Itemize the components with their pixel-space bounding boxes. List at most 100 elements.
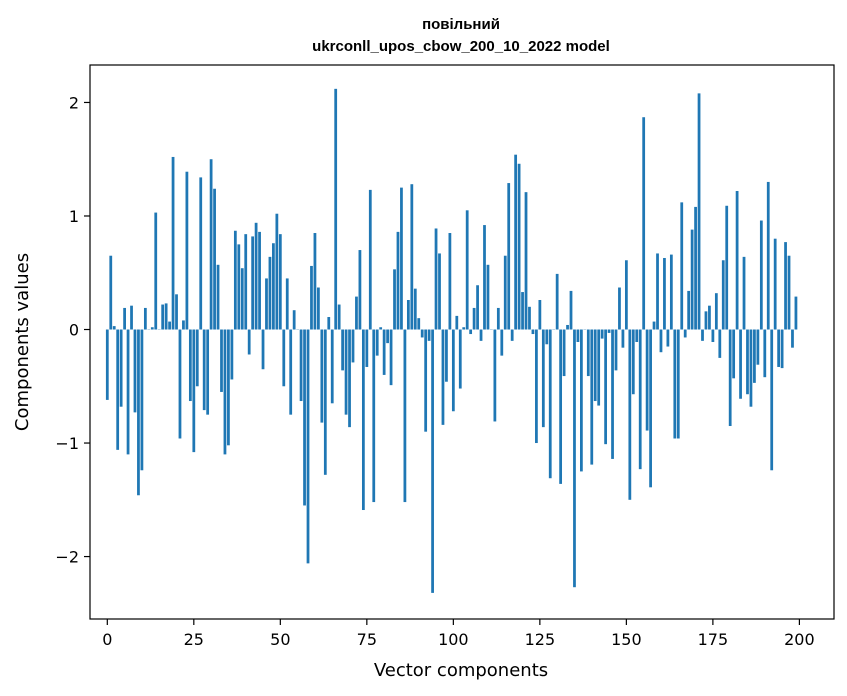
bar-component-0 bbox=[105, 329, 109, 400]
bar-component-189 bbox=[759, 220, 763, 330]
x-tick-label: 50 bbox=[270, 630, 290, 649]
bar-component-75 bbox=[365, 329, 369, 367]
bar-series bbox=[105, 88, 798, 593]
bar-component-141 bbox=[593, 329, 597, 402]
bar-component-177 bbox=[718, 329, 722, 358]
bar-component-4 bbox=[119, 329, 123, 407]
y-tick-label: 0 bbox=[69, 321, 79, 340]
bar-component-64 bbox=[327, 317, 331, 330]
bar-component-10 bbox=[140, 329, 144, 471]
bar-component-179 bbox=[725, 205, 729, 330]
bar-component-118 bbox=[514, 154, 518, 330]
bar-component-91 bbox=[420, 329, 424, 338]
bar-component-110 bbox=[486, 264, 490, 330]
bar-component-88 bbox=[410, 184, 414, 330]
bar-component-27 bbox=[199, 177, 203, 330]
bar-component-71 bbox=[351, 329, 355, 363]
bar-component-150 bbox=[624, 260, 628, 330]
bar-component-115 bbox=[503, 255, 507, 330]
bar-component-86 bbox=[403, 329, 407, 503]
bar-component-105 bbox=[469, 329, 473, 335]
bar-component-17 bbox=[164, 303, 168, 330]
bar-component-82 bbox=[389, 329, 393, 386]
x-tick-label: 0 bbox=[102, 630, 112, 649]
bar-component-149 bbox=[621, 329, 625, 348]
bar-component-117 bbox=[510, 329, 514, 341]
bar-component-52 bbox=[285, 278, 289, 330]
bar-component-114 bbox=[500, 329, 504, 356]
bar-component-36 bbox=[230, 329, 234, 380]
x-tick-label: 175 bbox=[698, 630, 729, 649]
bar-component-61 bbox=[317, 287, 320, 330]
bar-component-67 bbox=[337, 304, 341, 330]
x-tick-label: 100 bbox=[438, 630, 469, 649]
bar-component-28 bbox=[202, 329, 206, 411]
bar-component-41 bbox=[247, 329, 251, 355]
bar-component-124 bbox=[535, 329, 538, 444]
bar-component-34 bbox=[223, 329, 227, 455]
bar-component-104 bbox=[465, 210, 469, 330]
bar-component-127 bbox=[545, 329, 549, 345]
bar-component-165 bbox=[676, 329, 680, 439]
bar-component-54 bbox=[292, 310, 296, 330]
bar-component-156 bbox=[645, 329, 649, 431]
bar-component-68 bbox=[341, 329, 344, 371]
bar-component-33 bbox=[220, 329, 223, 392]
bar-component-24 bbox=[188, 329, 192, 402]
bar-component-42 bbox=[251, 236, 255, 330]
bar-component-162 bbox=[666, 329, 670, 347]
bar-component-20 bbox=[175, 294, 178, 330]
bar-component-25 bbox=[192, 329, 196, 453]
bar-component-164 bbox=[673, 329, 677, 439]
bar-component-113 bbox=[496, 307, 500, 330]
bar-component-157 bbox=[649, 329, 652, 488]
bar-component-63 bbox=[323, 329, 327, 475]
bar-component-148 bbox=[618, 287, 621, 330]
bar-component-51 bbox=[282, 329, 286, 387]
bar-component-39 bbox=[240, 268, 244, 330]
plot-frame bbox=[89, 64, 835, 620]
bar-component-140 bbox=[590, 329, 594, 465]
bar-component-46 bbox=[265, 278, 268, 330]
bar-component-49 bbox=[275, 213, 279, 330]
bar-component-62 bbox=[320, 329, 324, 423]
x-axis-label: Vector components bbox=[374, 660, 548, 681]
bar-component-79 bbox=[379, 327, 383, 330]
bar-component-155 bbox=[642, 117, 646, 330]
bar-component-53 bbox=[289, 329, 293, 415]
bar-component-198 bbox=[791, 329, 794, 348]
bar-component-47 bbox=[268, 256, 272, 330]
y-axis-ticks: −2 −1 0 1 2 bbox=[55, 93, 90, 567]
bar-component-119 bbox=[517, 163, 521, 330]
bar-component-84 bbox=[396, 231, 400, 330]
bar-component-112 bbox=[493, 329, 497, 422]
bar-component-78 bbox=[375, 329, 379, 356]
bar-component-185 bbox=[746, 329, 749, 395]
bar-component-199 bbox=[794, 296, 798, 330]
bar-component-23 bbox=[185, 171, 189, 330]
bar-component-83 bbox=[393, 269, 396, 330]
x-axis-ticks: 0 25 50 75 100 125 150 175 200 bbox=[102, 619, 815, 649]
bar-component-133 bbox=[566, 324, 569, 330]
bar-component-126 bbox=[541, 329, 545, 428]
bar-component-2 bbox=[112, 326, 116, 330]
bar-component-190 bbox=[763, 329, 767, 378]
bar-component-142 bbox=[597, 329, 601, 406]
bar-component-125 bbox=[538, 300, 542, 330]
bar-component-13 bbox=[150, 327, 154, 330]
bar-component-153 bbox=[635, 329, 639, 342]
bar-component-58 bbox=[306, 329, 310, 564]
bar-component-35 bbox=[227, 329, 230, 446]
bar-component-73 bbox=[358, 250, 362, 330]
bar-component-90 bbox=[417, 318, 421, 330]
bar-component-196 bbox=[784, 242, 787, 330]
bar-component-135 bbox=[573, 329, 576, 588]
bar-component-26 bbox=[195, 329, 199, 387]
bar-component-137 bbox=[580, 329, 583, 472]
bar-component-192 bbox=[770, 329, 774, 471]
bar-component-77 bbox=[372, 329, 376, 503]
bar-component-106 bbox=[472, 307, 476, 330]
bar-component-21 bbox=[178, 329, 182, 439]
bar-component-123 bbox=[531, 329, 535, 335]
